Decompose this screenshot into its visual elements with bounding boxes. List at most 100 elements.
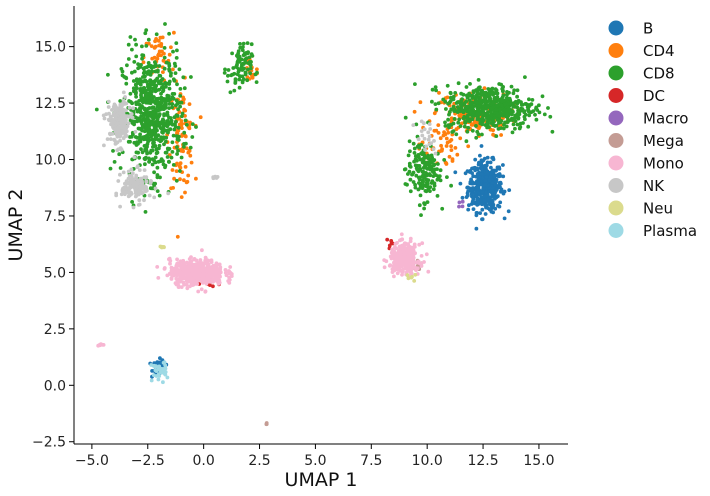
data-point [127,114,131,119]
data-point [419,254,424,258]
data-point [126,189,131,194]
legend-marker [608,20,624,36]
data-point [159,85,164,90]
data-point [170,95,175,100]
data-point [241,41,246,46]
data-point [127,99,131,103]
data-point [458,136,463,141]
data-point [412,151,417,155]
data-point [436,101,441,106]
data-point [493,168,498,173]
data-point [172,92,177,96]
data-point [494,88,499,93]
data-point [496,203,500,208]
data-point [249,42,254,47]
data-point [141,79,146,84]
data-point [412,146,417,151]
data-point [479,198,484,203]
data-point [140,128,145,133]
data-point [158,159,163,164]
data-point [154,151,159,156]
data-point [108,137,113,142]
data-point [506,209,511,214]
data-point [138,110,143,115]
data-point [176,107,181,112]
data-point [168,73,173,78]
data-point [499,133,503,137]
data-point [229,274,234,278]
data-point [478,211,482,216]
data-point [411,246,415,250]
data-point [145,143,149,148]
data-point [476,177,481,181]
data-point [399,238,403,242]
data-point [131,89,136,94]
data-point [413,82,417,86]
data-point [146,69,151,74]
data-point [120,187,125,192]
data-point [491,123,496,127]
data-point [167,256,172,261]
data-point [468,169,473,173]
data-point [527,113,532,118]
legend-marker [608,43,624,58]
data-point [422,136,427,141]
data-point [240,48,245,53]
data-point [448,95,453,100]
data-point [198,258,203,262]
data-point [419,143,424,147]
data-point [167,272,172,276]
data-point [117,152,122,157]
data-point [406,172,410,176]
data-point [170,168,175,172]
data-point [512,88,517,93]
data-point [202,279,207,283]
data-point [192,281,197,286]
data-point [465,104,470,109]
data-point [141,116,146,121]
data-point [417,177,422,182]
data-point [185,286,190,291]
data-point [392,274,396,279]
data-point [215,279,219,283]
data-point [144,44,149,48]
data-point [123,118,127,123]
data-point [466,94,471,99]
data-point [196,273,200,278]
data-point [533,112,537,117]
data-point [169,277,174,281]
data-point [141,60,146,65]
data-point [434,107,439,112]
data-point [164,150,169,155]
data-point [153,100,157,105]
data-point [449,148,454,153]
data-point [217,262,222,267]
data-point [216,282,221,286]
data-point [226,279,231,283]
data-point [387,263,392,268]
data-point [139,147,143,152]
data-point [236,57,241,62]
data-point [476,132,481,137]
data-point [465,119,470,123]
data-point [104,112,109,117]
data-point [426,130,431,135]
data-point [163,22,167,26]
data-point [163,165,167,170]
data-point [407,139,412,144]
data-point [140,105,145,109]
data-point [406,153,411,158]
data-point [159,91,163,96]
data-point [160,49,164,54]
data-point [428,189,432,194]
data-point [480,190,485,194]
data-point [146,61,151,65]
x-tick-label: 12.5 [467,453,498,469]
data-point [180,273,185,278]
data-point [417,203,422,208]
data-point [155,265,160,269]
data-point [182,97,186,102]
data-point [438,136,443,141]
data-point [406,242,410,246]
data-point [178,104,183,109]
